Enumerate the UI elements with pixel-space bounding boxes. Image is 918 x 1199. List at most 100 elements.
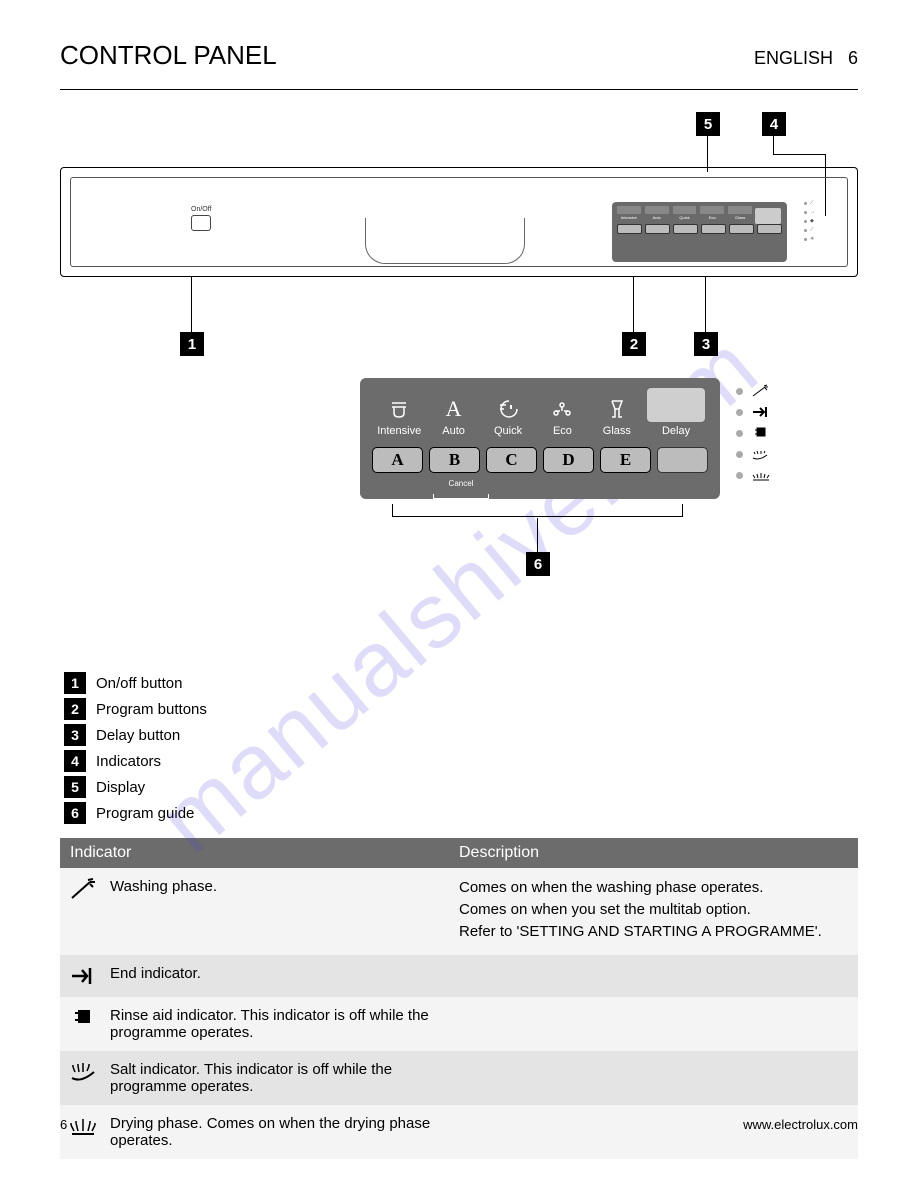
mini-btn[interactable] [645, 224, 670, 234]
onoff-area: On/Off [191, 206, 212, 231]
cancel-label: Cancel [433, 479, 489, 488]
mini-btn[interactable] [673, 224, 698, 234]
delay-label: Delay [662, 425, 690, 437]
panel-inner: On/Off Intensive Auto Quick Eco Glass [70, 177, 848, 267]
intensive-icon [387, 396, 411, 422]
prog-quick: Quick [481, 396, 535, 437]
eco-icon [550, 396, 574, 422]
auto-icon: A [446, 396, 462, 422]
end-icon [751, 405, 771, 419]
ind-header-right: Description [459, 844, 848, 862]
leader-6-hl [392, 516, 537, 517]
legend-row: 1 On/off button [64, 672, 858, 694]
header-lang-text: ENGLISH [754, 48, 833, 68]
door-handle [365, 218, 525, 264]
ind-dot [736, 388, 743, 395]
leader-4a [773, 136, 774, 154]
callout-6: 6 [526, 552, 550, 576]
mini-btn[interactable] [617, 224, 642, 234]
diagram-area: 5 4 On/Off Intensive Auto Quick [60, 112, 858, 562]
letter-button-row: A B C D E [372, 447, 708, 473]
ind-name: Washing phase. [110, 878, 459, 945]
onoff-label: On/Off [191, 206, 212, 213]
btn-a[interactable]: A [372, 447, 423, 473]
rinse-icon [751, 426, 771, 440]
prog-label: Eco [553, 425, 572, 437]
callout-4: 4 [762, 112, 786, 136]
legend-num: 1 [64, 672, 86, 694]
footer-url: www.electrolux.com [743, 1117, 858, 1132]
program-row: Intensive A Auto Quick [372, 388, 708, 437]
ind-dot [736, 451, 743, 458]
mini-indicator-dots: ⟋ → ◆ ⟋ ✳ [804, 200, 815, 242]
ind-desc: Comes on when the washing phase operates… [459, 878, 848, 945]
mini-delay-screen [755, 208, 781, 224]
ind-desc [459, 1061, 848, 1095]
leader-4b [773, 154, 825, 155]
leader-3 [705, 276, 706, 332]
glass-icon [605, 396, 629, 422]
delay-screen [647, 388, 705, 422]
footer: 6 www.electrolux.com [0, 1117, 918, 1132]
callout-2: 2 [622, 332, 646, 356]
ind-header-left: Indicator [70, 844, 459, 862]
ind-dot [736, 430, 743, 437]
legend-num: 2 [64, 698, 86, 720]
wash-icon [751, 384, 771, 398]
leader-6-vr [682, 504, 683, 517]
btn-blank[interactable] [657, 447, 708, 473]
ind-desc [459, 1007, 848, 1041]
prog-label: Intensive [377, 425, 421, 437]
prog-auto: A Auto [426, 396, 480, 437]
ind-row: End indicator. [60, 955, 858, 997]
big-cluster: Intensive A Auto Quick [360, 378, 758, 499]
legend-num: 5 [64, 776, 86, 798]
dry-icon [751, 468, 771, 482]
header-lang: ENGLISH 6 [754, 48, 858, 69]
legend-row: 2 Program buttons [64, 698, 858, 720]
side-indicators [736, 384, 771, 482]
legend-text: Program guide [96, 805, 194, 822]
leader-2 [633, 276, 634, 332]
panel-outline: On/Off Intensive Auto Quick Eco Glass [60, 167, 858, 277]
prog-glass: Glass [590, 396, 644, 437]
header-rule [60, 89, 858, 90]
ind-desc-line: Comes on when the washing phase operates… [459, 878, 848, 897]
legend-row: 6 Program guide [64, 802, 858, 824]
callout-3: 3 [694, 332, 718, 356]
end-icon [70, 965, 96, 987]
ind-name: Salt indicator. This indicator is off wh… [110, 1061, 459, 1095]
mini-cluster: Intensive Auto Quick Eco Glass [612, 202, 787, 262]
btn-d[interactable]: D [543, 447, 594, 473]
btn-b[interactable]: B [429, 447, 480, 473]
mini-btn[interactable] [729, 224, 754, 234]
mini-btn[interactable] [701, 224, 726, 234]
ind-row: Washing phase. Comes on when the washing… [60, 868, 858, 955]
ind-desc-line: Refer to 'SETTING AND STARTING A PROGRAM… [459, 922, 848, 941]
ind-name: End indicator. [110, 965, 459, 987]
legend-num: 4 [64, 750, 86, 772]
legend-text: On/off button [96, 675, 182, 692]
leader-1 [191, 276, 192, 332]
prog-intensive: Intensive [372, 396, 426, 437]
page-number: 6 [848, 48, 858, 68]
btn-e[interactable]: E [600, 447, 651, 473]
ind-dot [736, 472, 743, 479]
wash-icon [70, 878, 96, 900]
ind-row: Salt indicator. This indicator is off wh… [60, 1051, 858, 1105]
legend-text: Delay button [96, 727, 180, 744]
indicators-header: Indicator Description [60, 838, 858, 868]
salt-icon [751, 447, 771, 461]
legend-num: 6 [64, 802, 86, 824]
prog-delay: Delay [644, 388, 708, 437]
ind-row: Rinse aid indicator. This indicator is o… [60, 997, 858, 1051]
mini-btn[interactable] [757, 224, 782, 234]
btn-c[interactable]: C [486, 447, 537, 473]
legend-num: 3 [64, 724, 86, 746]
footer-page: 6 [60, 1117, 67, 1132]
section-title: Control panel [60, 40, 277, 71]
ind-desc [459, 965, 848, 987]
onoff-button[interactable] [191, 215, 211, 231]
prog-label: Glass [603, 425, 631, 437]
legend-list: 1 On/off button 2 Program buttons 3 Dela… [64, 672, 858, 824]
